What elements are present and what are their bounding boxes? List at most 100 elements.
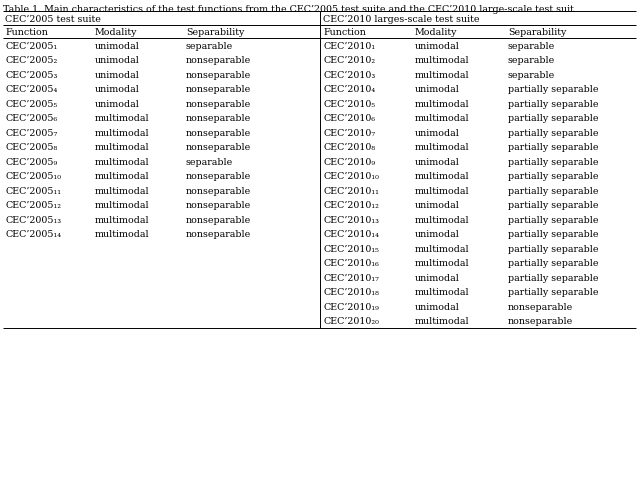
- Text: unimodal: unimodal: [415, 273, 460, 282]
- Text: separable: separable: [508, 56, 556, 65]
- Text: CEC’2010₁₃: CEC’2010₁₃: [323, 215, 379, 224]
- Text: CEC’2005₃: CEC’2005₃: [5, 71, 58, 79]
- Text: CEC’2010₁: CEC’2010₁: [323, 42, 375, 51]
- Text: partially separable: partially separable: [508, 244, 598, 253]
- Text: unimodal: unimodal: [95, 56, 140, 65]
- Text: Function: Function: [5, 28, 48, 37]
- Text: multimodal: multimodal: [415, 114, 470, 123]
- Text: CEC’2010₅: CEC’2010₅: [323, 100, 375, 108]
- Text: multimodal: multimodal: [95, 157, 150, 166]
- Text: CEC’2005₁₃: CEC’2005₁₃: [5, 215, 61, 224]
- Text: CEC’2005₈: CEC’2005₈: [5, 143, 57, 152]
- Text: partially separable: partially separable: [508, 273, 598, 282]
- Text: unimodal: unimodal: [95, 71, 140, 79]
- Text: partially separable: partially separable: [508, 114, 598, 123]
- Text: nonseparable: nonseparable: [186, 71, 252, 79]
- Text: CEC’2010₈: CEC’2010₈: [323, 143, 375, 152]
- Text: nonseparable: nonseparable: [186, 143, 252, 152]
- Text: multimodal: multimodal: [95, 215, 150, 224]
- Text: nonseparable: nonseparable: [186, 230, 252, 239]
- Text: nonseparable: nonseparable: [186, 100, 252, 108]
- Text: Modality: Modality: [95, 28, 138, 37]
- Text: unimodal: unimodal: [415, 42, 460, 51]
- Text: separable: separable: [508, 71, 556, 79]
- Text: CEC’2010 larges-scale test suite: CEC’2010 larges-scale test suite: [323, 15, 479, 23]
- Text: CEC’2005₁₄: CEC’2005₁₄: [5, 230, 61, 239]
- Text: nonseparable: nonseparable: [186, 85, 252, 94]
- Text: partially separable: partially separable: [508, 186, 598, 196]
- Text: separable: separable: [508, 42, 556, 51]
- Text: CEC’2010₁₂: CEC’2010₁₂: [323, 201, 379, 210]
- Text: CEC’2010₁₄: CEC’2010₁₄: [323, 230, 379, 239]
- Text: unimodal: unimodal: [415, 201, 460, 210]
- Text: partially separable: partially separable: [508, 85, 598, 94]
- Text: nonseparable: nonseparable: [186, 172, 252, 181]
- Text: CEC’2005₄: CEC’2005₄: [5, 85, 57, 94]
- Text: unimodal: unimodal: [95, 100, 140, 108]
- Text: multimodal: multimodal: [415, 56, 470, 65]
- Text: nonseparable: nonseparable: [186, 56, 252, 65]
- Text: partially separable: partially separable: [508, 287, 598, 297]
- Text: unimodal: unimodal: [415, 157, 460, 166]
- Text: multimodal: multimodal: [415, 215, 470, 224]
- Text: Modality: Modality: [415, 28, 458, 37]
- Text: multimodal: multimodal: [95, 201, 150, 210]
- Text: Table 1. Main characteristics of the test functions from the CEC’2005 test suite: Table 1. Main characteristics of the tes…: [3, 5, 574, 14]
- Text: nonseparable: nonseparable: [186, 128, 252, 137]
- Text: CEC’2010₄: CEC’2010₄: [323, 85, 375, 94]
- Text: multimodal: multimodal: [95, 230, 150, 239]
- Text: nonseparable: nonseparable: [508, 302, 573, 311]
- Text: CEC’2010₂: CEC’2010₂: [323, 56, 375, 65]
- Text: separable: separable: [186, 157, 233, 166]
- Text: CEC’2005₂: CEC’2005₂: [5, 56, 57, 65]
- Text: unimodal: unimodal: [415, 302, 460, 311]
- Text: partially separable: partially separable: [508, 157, 598, 166]
- Text: multimodal: multimodal: [415, 287, 470, 297]
- Text: CEC’2010₁₅: CEC’2010₁₅: [323, 244, 379, 253]
- Text: CEC’2005₉: CEC’2005₉: [5, 157, 57, 166]
- Text: Separability: Separability: [508, 28, 566, 37]
- Text: multimodal: multimodal: [95, 128, 150, 137]
- Text: partially separable: partially separable: [508, 230, 598, 239]
- Text: multimodal: multimodal: [415, 71, 470, 79]
- Text: partially separable: partially separable: [508, 201, 598, 210]
- Text: multimodal: multimodal: [95, 143, 150, 152]
- Text: multimodal: multimodal: [415, 143, 470, 152]
- Text: CEC’2005₇: CEC’2005₇: [5, 128, 57, 137]
- Text: CEC’2010₁₀: CEC’2010₁₀: [323, 172, 379, 181]
- Text: multimodal: multimodal: [415, 172, 470, 181]
- Text: unimodal: unimodal: [95, 85, 140, 94]
- Text: CEC’2010₉: CEC’2010₉: [323, 157, 375, 166]
- Text: multimodal: multimodal: [415, 100, 470, 108]
- Text: CEC’2005₁₀: CEC’2005₁₀: [5, 172, 61, 181]
- Text: CEC’2005₁₂: CEC’2005₁₂: [5, 201, 61, 210]
- Text: multimodal: multimodal: [415, 186, 470, 196]
- Text: CEC’2010₂₀: CEC’2010₂₀: [323, 317, 379, 326]
- Text: CEC’2010₆: CEC’2010₆: [323, 114, 375, 123]
- Text: CEC’2010₁₁: CEC’2010₁₁: [323, 186, 379, 196]
- Text: partially separable: partially separable: [508, 143, 598, 152]
- Text: nonseparable: nonseparable: [186, 186, 252, 196]
- Text: Separability: Separability: [186, 28, 244, 37]
- Text: unimodal: unimodal: [95, 42, 140, 51]
- Text: partially separable: partially separable: [508, 215, 598, 224]
- Text: CEC’2005 test suite: CEC’2005 test suite: [5, 15, 101, 23]
- Text: CEC’2010₃: CEC’2010₃: [323, 71, 375, 79]
- Text: CEC’2010₁₈: CEC’2010₁₈: [323, 287, 379, 297]
- Text: partially separable: partially separable: [508, 128, 598, 137]
- Text: multimodal: multimodal: [415, 244, 470, 253]
- Text: partially separable: partially separable: [508, 100, 598, 108]
- Text: multimodal: multimodal: [415, 259, 470, 268]
- Text: unimodal: unimodal: [415, 85, 460, 94]
- Text: multimodal: multimodal: [95, 114, 150, 123]
- Text: nonseparable: nonseparable: [508, 317, 573, 326]
- Text: CEC’2005₆: CEC’2005₆: [5, 114, 57, 123]
- Text: multimodal: multimodal: [415, 317, 470, 326]
- Text: separable: separable: [186, 42, 233, 51]
- Text: CEC’2010₇: CEC’2010₇: [323, 128, 375, 137]
- Text: partially separable: partially separable: [508, 172, 598, 181]
- Text: multimodal: multimodal: [95, 186, 150, 196]
- Text: nonseparable: nonseparable: [186, 201, 252, 210]
- Text: partially separable: partially separable: [508, 259, 598, 268]
- Text: CEC’2010₁₉: CEC’2010₁₉: [323, 302, 379, 311]
